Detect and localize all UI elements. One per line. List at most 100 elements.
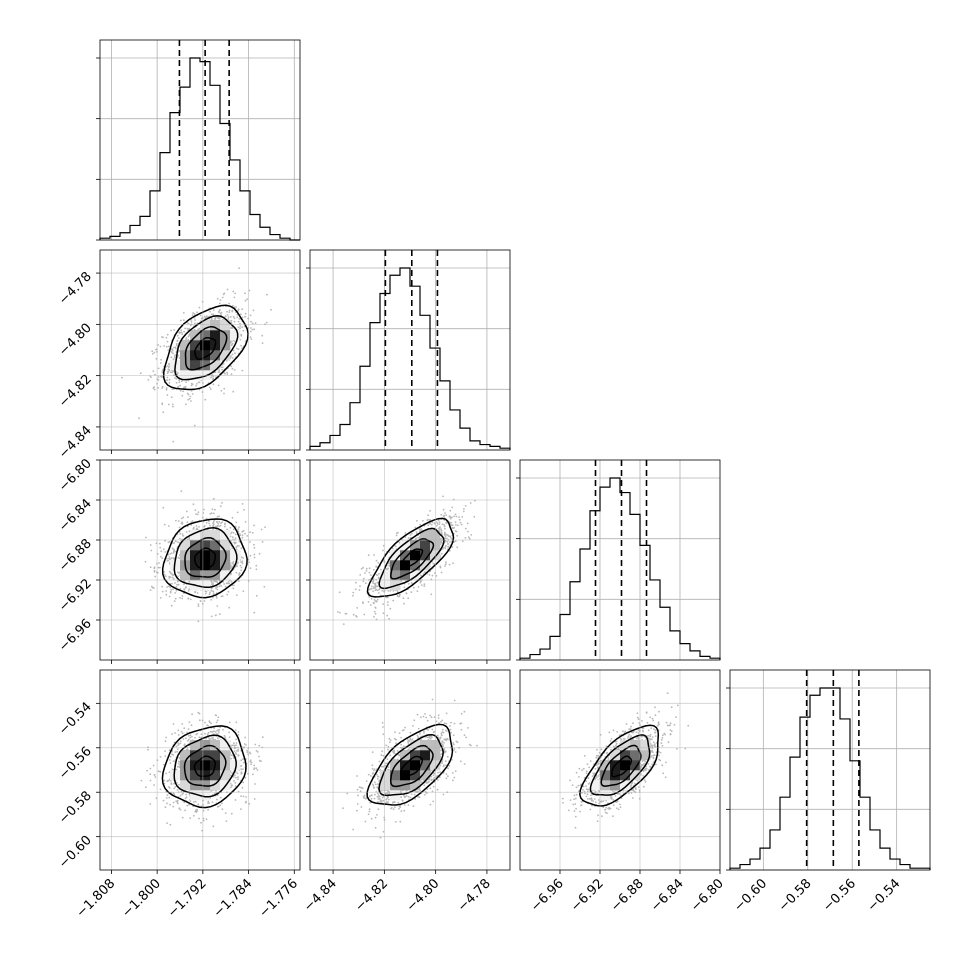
sample-point (211, 590, 214, 592)
sample-point (414, 526, 417, 529)
sample-point (240, 547, 243, 550)
sample-point (243, 508, 245, 511)
sample-point (244, 312, 247, 315)
sample-point (344, 612, 347, 615)
sample-point (200, 317, 203, 320)
sample-point (183, 727, 186, 730)
sample-point (157, 770, 160, 773)
sample-point (179, 808, 182, 811)
sample-point (439, 566, 442, 569)
sample-point (166, 333, 169, 336)
sample-point (195, 385, 197, 387)
sample-point (444, 565, 446, 567)
sample-point (417, 536, 420, 539)
sample-point (166, 822, 169, 824)
sample-point (430, 523, 433, 526)
sample-point (189, 817, 192, 819)
sample-point (204, 590, 207, 592)
sample-point (185, 510, 188, 513)
density-cell (190, 330, 201, 341)
sample-point (179, 740, 182, 742)
sample-point (195, 527, 198, 530)
sample-point (152, 587, 155, 589)
sample-point (166, 394, 169, 396)
sample-point (241, 786, 244, 789)
sample-point (182, 312, 185, 314)
sample-point (168, 585, 170, 588)
sample-point (217, 384, 220, 387)
sample-point (210, 318, 213, 321)
sample-point (226, 310, 228, 313)
density-cell (180, 570, 191, 581)
sample-point (226, 371, 229, 374)
sample-point (374, 589, 377, 592)
sample-point (253, 611, 256, 614)
sample-point (215, 597, 218, 599)
sample-point (431, 574, 434, 577)
sample-point (235, 306, 238, 308)
sample-point (258, 552, 261, 555)
sample-point (223, 583, 226, 585)
sample-point (166, 794, 169, 797)
sample-point (450, 521, 452, 524)
sample-point (375, 565, 378, 568)
sample-point (154, 776, 157, 778)
sample-point (246, 298, 249, 301)
sample-point (154, 575, 157, 578)
sample-point (210, 615, 213, 618)
sample-point (442, 547, 445, 549)
sample-point (438, 521, 441, 523)
sample-point (237, 731, 240, 733)
sample-point (177, 337, 180, 339)
sample-point (469, 502, 472, 504)
sample-point (175, 381, 178, 384)
sample-point (184, 327, 187, 330)
sample-point (199, 314, 202, 317)
sample-point (205, 315, 208, 318)
sample-point (242, 768, 244, 771)
sample-point (197, 511, 200, 513)
sample-point (240, 566, 243, 569)
sample-point (386, 596, 389, 599)
sample-point (175, 589, 178, 592)
sample-point (181, 394, 184, 397)
sample-point (169, 803, 172, 806)
sample-point (157, 344, 160, 346)
sample-point (223, 372, 226, 374)
sample-point (423, 585, 426, 587)
sample-point (165, 345, 168, 348)
sample-point (209, 376, 212, 379)
sample-point (197, 603, 200, 606)
sample-point (212, 528, 215, 531)
sample-point (454, 530, 457, 532)
sample-point (376, 581, 379, 584)
sample-point (251, 322, 254, 325)
sample-point (448, 515, 451, 517)
sample-point (239, 564, 242, 567)
sample-point (244, 521, 247, 523)
sample-point (160, 375, 162, 378)
sample-point (253, 546, 256, 549)
sample-point (216, 521, 219, 524)
sample-point (157, 367, 160, 370)
sample-point (235, 521, 238, 524)
sample-point (264, 526, 266, 528)
sample-point (212, 497, 215, 500)
sample-point (165, 593, 168, 596)
sample-point (360, 567, 363, 570)
sample-point (382, 549, 384, 552)
sample-point (168, 556, 171, 558)
sample-point (146, 769, 149, 772)
sample-point (373, 610, 376, 613)
sample-point (203, 508, 205, 511)
sample-point (372, 580, 375, 582)
sample-point (364, 572, 366, 574)
sample-point (196, 513, 199, 516)
sample-point (121, 376, 123, 379)
sample-point (244, 532, 246, 535)
sample-point (375, 585, 378, 588)
sample-point (238, 318, 241, 320)
sample-point (374, 613, 377, 615)
sample-point (212, 736, 214, 739)
histogram-panel-2 (516, 459, 721, 661)
